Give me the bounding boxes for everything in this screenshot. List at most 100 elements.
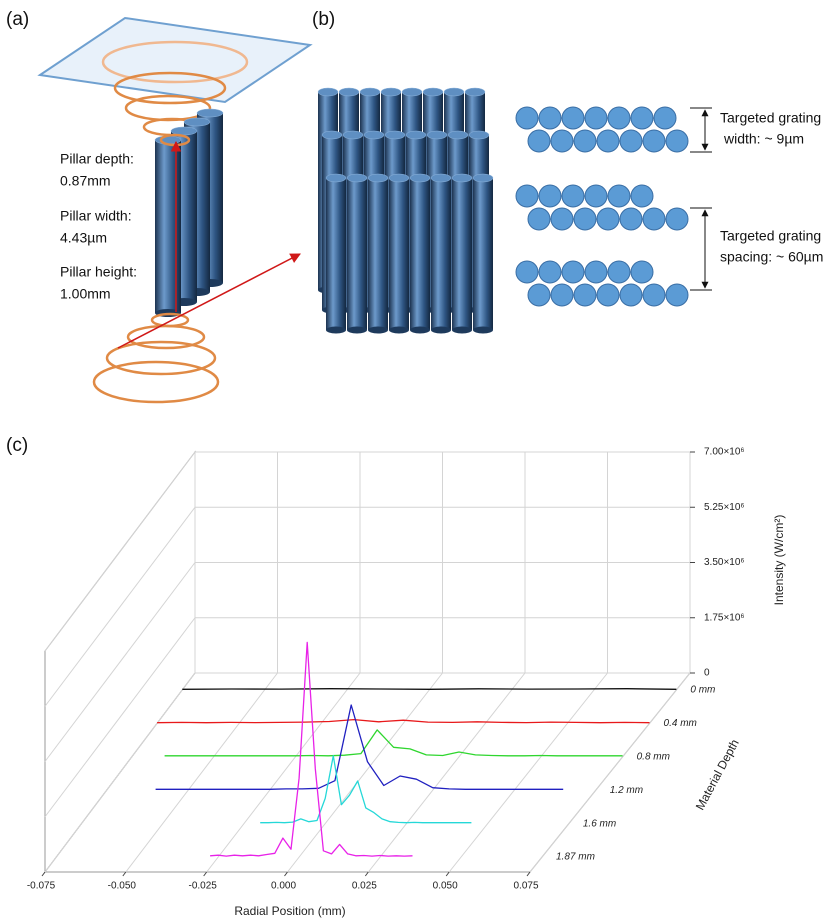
fiber xyxy=(630,260,654,284)
fiber xyxy=(550,129,574,153)
depth-label: 1.87 mm xyxy=(556,852,595,863)
depth-label: 0.8 mm xyxy=(637,751,670,762)
fiber xyxy=(561,184,585,208)
z-tick-label: 3.50×10⁶ xyxy=(704,557,745,568)
fiber xyxy=(527,129,551,153)
series-line xyxy=(210,641,413,857)
fiber xyxy=(573,283,597,307)
floor xyxy=(43,672,692,873)
fiber xyxy=(515,260,539,284)
pillar-top xyxy=(359,87,381,97)
pillar-bottom xyxy=(410,326,430,334)
fiber xyxy=(550,283,574,307)
annotation: 1.00mm xyxy=(60,286,111,302)
annotation: spacing: ~ 60µm xyxy=(720,249,823,265)
grid-line xyxy=(529,672,691,873)
pillar-top xyxy=(405,130,427,140)
pillar-top xyxy=(325,173,347,183)
annotation: Pillar height: xyxy=(60,264,137,280)
fiber xyxy=(584,106,608,130)
pillar xyxy=(410,178,430,330)
pillar-bottom xyxy=(326,326,346,334)
fiber xyxy=(630,106,654,130)
series-line xyxy=(182,688,677,690)
fiber xyxy=(573,207,597,231)
pillar-top xyxy=(430,173,452,183)
fiber xyxy=(561,260,585,284)
x-tick xyxy=(445,871,450,877)
pillar xyxy=(452,178,472,330)
fiber xyxy=(584,184,608,208)
x-tick xyxy=(41,871,46,877)
annotation: Targeted grating xyxy=(720,110,821,126)
fiber xyxy=(538,260,562,284)
grid-line xyxy=(44,617,196,818)
fiber xyxy=(538,106,562,130)
x-tick xyxy=(284,871,288,877)
fiber xyxy=(550,207,574,231)
grid-line xyxy=(448,672,608,873)
fiber xyxy=(653,106,677,130)
fiber xyxy=(538,184,562,208)
x-tick-label: 0.050 xyxy=(433,881,458,892)
pillar-bottom xyxy=(389,326,409,334)
pillar-top xyxy=(464,87,486,97)
pillar-top xyxy=(409,173,431,183)
fiber xyxy=(573,129,597,153)
x-tick xyxy=(364,871,369,877)
fiber xyxy=(619,283,643,307)
grid-line xyxy=(44,451,196,652)
pillar-top xyxy=(154,135,182,145)
fiber xyxy=(642,207,666,231)
pillar-top xyxy=(363,130,385,140)
x-tick-label: -0.025 xyxy=(188,881,217,892)
pillar-top xyxy=(472,173,494,183)
x-tick-label: -0.050 xyxy=(108,881,137,892)
fiber xyxy=(665,129,689,153)
annotation: 4.43µm xyxy=(60,230,107,246)
pillar xyxy=(155,140,181,313)
fiber xyxy=(527,207,551,231)
pillar-top xyxy=(196,108,224,118)
fiber xyxy=(665,283,689,307)
depth-label: 0.4 mm xyxy=(664,718,697,729)
depth-label: 0 mm xyxy=(690,685,715,696)
fiber xyxy=(596,129,620,153)
panel-label: (c) xyxy=(6,435,28,456)
z-tick-label: 7.00×10⁶ xyxy=(704,447,745,458)
fiber xyxy=(619,129,643,153)
pillar xyxy=(326,178,346,330)
series-line xyxy=(157,718,650,724)
pillar-array xyxy=(317,87,494,334)
pillar-bottom xyxy=(347,326,367,334)
pillar xyxy=(347,178,367,330)
x-tick-label: 0.025 xyxy=(352,881,377,892)
z-tick-label: 0 xyxy=(704,668,710,679)
pillar-top xyxy=(338,87,360,97)
grid-line xyxy=(206,672,361,873)
x-tick xyxy=(526,871,531,877)
fiber xyxy=(515,184,539,208)
pillar-top xyxy=(384,130,406,140)
panel-a-beam xyxy=(92,133,301,404)
pillar xyxy=(431,178,451,330)
fiber xyxy=(665,207,689,231)
depth-axis-title: Material Depth xyxy=(693,737,742,812)
fiber xyxy=(596,207,620,231)
x-axis-title: Radial Position (mm) xyxy=(234,904,345,918)
series-line xyxy=(260,755,472,824)
pillar-top xyxy=(443,87,465,97)
fiber xyxy=(607,260,631,284)
grid-line xyxy=(44,506,196,707)
x-tick-label: -0.075 xyxy=(27,881,56,892)
x-tick-label: 0.000 xyxy=(271,881,296,892)
panel-label: (a) xyxy=(6,9,29,30)
grid-line xyxy=(44,672,196,873)
waterfall-chart: -0.075 -0.050 -0.025 0.000 0.025 0.050 0.075 0 1… xyxy=(27,447,786,919)
grid-line xyxy=(367,672,526,873)
pillar-top xyxy=(388,173,410,183)
fiber xyxy=(561,106,585,130)
depth-label: 1.2 mm xyxy=(610,785,643,796)
